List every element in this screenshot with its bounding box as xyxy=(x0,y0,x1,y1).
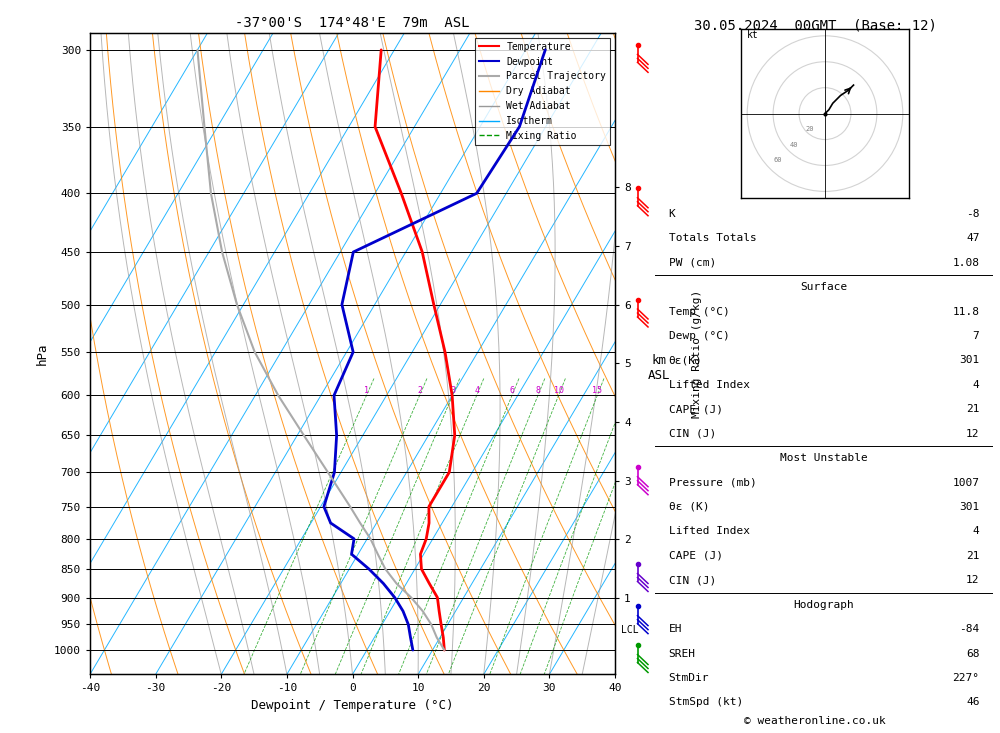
Text: Lifted Index: Lifted Index xyxy=(669,380,750,390)
Text: Totals Totals: Totals Totals xyxy=(669,233,756,243)
Title: -37°00'S  174°48'E  79m  ASL: -37°00'S 174°48'E 79m ASL xyxy=(235,16,470,31)
Text: K: K xyxy=(669,209,675,218)
Text: 21: 21 xyxy=(966,405,979,414)
Text: 40: 40 xyxy=(790,141,798,148)
Text: 4: 4 xyxy=(474,386,479,395)
Text: 11.8: 11.8 xyxy=(952,306,979,317)
Text: Pressure (mb): Pressure (mb) xyxy=(669,478,756,487)
Text: θε (K): θε (K) xyxy=(669,502,709,512)
Text: 8: 8 xyxy=(535,386,540,395)
Text: CIN (J): CIN (J) xyxy=(669,429,716,438)
Text: -84: -84 xyxy=(959,625,979,634)
Text: 7: 7 xyxy=(973,331,979,341)
Text: © weatheronline.co.uk: © weatheronline.co.uk xyxy=(744,715,886,726)
Text: 10: 10 xyxy=(554,386,564,395)
Text: 4: 4 xyxy=(973,526,979,537)
Legend: Temperature, Dewpoint, Parcel Trajectory, Dry Adiabat, Wet Adiabat, Isotherm, Mi: Temperature, Dewpoint, Parcel Trajectory… xyxy=(475,38,610,145)
Text: Most Unstable: Most Unstable xyxy=(780,453,868,463)
Text: Temp (°C): Temp (°C) xyxy=(669,306,729,317)
Text: 47: 47 xyxy=(966,233,979,243)
Text: 12: 12 xyxy=(966,429,979,438)
Text: StmSpd (kt): StmSpd (kt) xyxy=(669,698,743,707)
Text: 301: 301 xyxy=(959,356,979,365)
Text: 60: 60 xyxy=(774,158,782,163)
Text: EH: EH xyxy=(669,625,682,634)
Text: 301: 301 xyxy=(959,502,979,512)
Text: 6: 6 xyxy=(509,386,514,395)
Text: CIN (J): CIN (J) xyxy=(669,575,716,585)
Text: -8: -8 xyxy=(966,209,979,218)
Text: StmDir: StmDir xyxy=(669,673,709,683)
Text: Lifted Index: Lifted Index xyxy=(669,526,750,537)
Text: PW (cm): PW (cm) xyxy=(669,258,716,268)
Text: 1: 1 xyxy=(364,386,369,395)
Text: 20: 20 xyxy=(805,126,814,132)
Text: Dewp (°C): Dewp (°C) xyxy=(669,331,729,341)
Text: 1007: 1007 xyxy=(952,478,979,487)
Y-axis label: km
ASL: km ASL xyxy=(647,354,670,382)
Text: Hodograph: Hodograph xyxy=(794,600,854,610)
Text: 12: 12 xyxy=(966,575,979,585)
Text: CAPE (J): CAPE (J) xyxy=(669,551,723,561)
Text: CAPE (J): CAPE (J) xyxy=(669,405,723,414)
Text: θε(K): θε(K) xyxy=(669,356,702,365)
Text: 2: 2 xyxy=(417,386,422,395)
Text: 21: 21 xyxy=(966,551,979,561)
Text: 1.08: 1.08 xyxy=(952,258,979,268)
Text: 4: 4 xyxy=(973,380,979,390)
Text: kt: kt xyxy=(747,30,759,40)
Text: Mixing Ratio (g/kg): Mixing Ratio (g/kg) xyxy=(692,290,702,418)
Text: LCL: LCL xyxy=(621,625,638,635)
Text: 227°: 227° xyxy=(952,673,979,683)
Y-axis label: hPa: hPa xyxy=(35,342,48,365)
Text: 30.05.2024  00GMT  (Base: 12): 30.05.2024 00GMT (Base: 12) xyxy=(694,18,936,32)
Text: 46: 46 xyxy=(966,698,979,707)
Text: SREH: SREH xyxy=(669,649,696,658)
X-axis label: Dewpoint / Temperature (°C): Dewpoint / Temperature (°C) xyxy=(251,699,454,712)
Text: Surface: Surface xyxy=(800,282,848,292)
Text: 15: 15 xyxy=(592,386,602,395)
Text: 3: 3 xyxy=(450,386,455,395)
Text: 68: 68 xyxy=(966,649,979,658)
